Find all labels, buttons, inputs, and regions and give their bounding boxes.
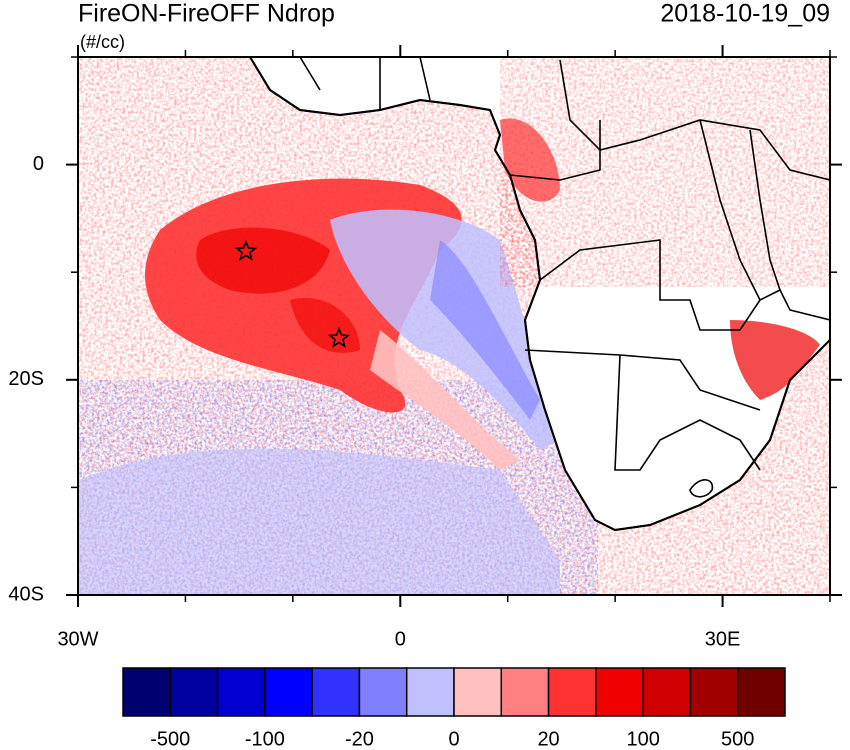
colorbar-label: -100 (245, 728, 285, 750)
colorbar-label: 100 (626, 728, 659, 750)
colorbar-label: -20 (345, 728, 374, 750)
y-tick-label: 0 (33, 153, 44, 175)
axes: 30W 0 30E 0 20S 40S (8, 45, 842, 650)
x-tick-label: 30W (57, 628, 98, 650)
colorbar-label: 20 (537, 728, 559, 750)
colorbar-box (311, 667, 361, 717)
y-tick-label: 40S (8, 583, 44, 605)
colorbar-box (358, 667, 408, 717)
units: (#/cc) (80, 32, 125, 52)
map-field (78, 57, 830, 595)
colorbar-label: 500 (721, 728, 754, 750)
date: 2018-10-19_09 (660, 0, 830, 28)
colorbar-box (547, 667, 597, 717)
colorbar-box (736, 667, 786, 717)
x-tick-label: 30E (705, 628, 741, 650)
colorbar-box (689, 667, 739, 717)
colorbar-box (595, 667, 644, 717)
colorbar-box (122, 667, 172, 717)
colorbar-label: 0 (448, 728, 459, 750)
colorbar-box (453, 667, 503, 717)
colorbar-box (169, 667, 219, 717)
colorbar-box (642, 667, 692, 717)
colorbar-box (264, 667, 313, 717)
island-stars (234, 239, 351, 348)
title: FireON-FireOFF Ndrop (78, 0, 335, 28)
colorbar: -500 -100 -20 0 20 100 500 (122, 667, 786, 750)
x-tick-label: 0 (395, 628, 406, 650)
colorbar-box (405, 667, 455, 717)
y-tick-label: 20S (8, 368, 44, 390)
colorbar-box (216, 667, 266, 717)
map-frame (77, 56, 831, 596)
colorbar-label: -500 (150, 728, 190, 750)
colorbar-box (500, 667, 550, 717)
